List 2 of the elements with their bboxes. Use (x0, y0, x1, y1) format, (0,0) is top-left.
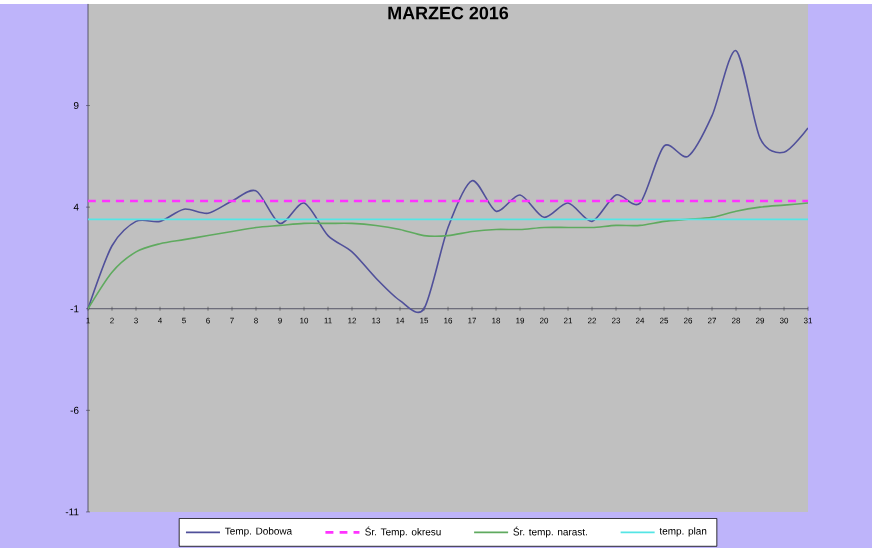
chart-title: MARZEC 2016 (388, 6, 509, 20)
line-series (88, 202, 809, 310)
